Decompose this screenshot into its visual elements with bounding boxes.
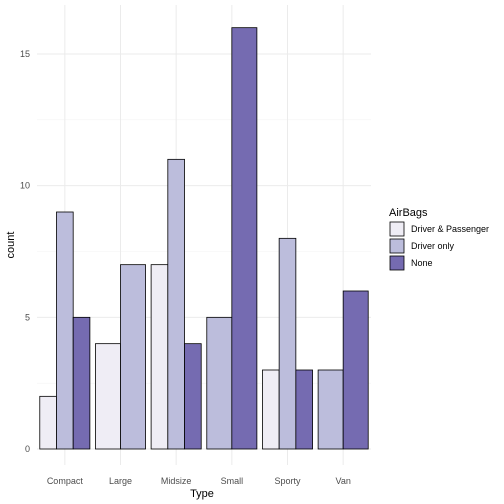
bar	[39, 395, 57, 450]
bar	[231, 27, 258, 450]
y-axis-ticks: 0 5 10 15	[20, 49, 30, 454]
x-axis-title: Type	[190, 488, 214, 500]
y-axis-title: count	[5, 232, 17, 259]
bar	[206, 316, 233, 450]
x-tick-label: Sporty	[274, 476, 301, 486]
legend-label: None	[411, 258, 433, 268]
bars	[39, 27, 369, 450]
bar	[278, 237, 297, 450]
bar	[56, 211, 74, 450]
legend-title: AirBags	[389, 207, 428, 219]
legend-swatch	[389, 221, 405, 237]
bar	[262, 369, 280, 450]
legend-swatch	[389, 255, 405, 271]
y-tick-label: 15	[20, 49, 30, 59]
bar	[342, 290, 369, 450]
x-tick-label: Large	[109, 476, 132, 486]
x-tick-label: Small	[221, 476, 244, 486]
bar	[72, 316, 91, 450]
legend: AirBags Driver & Passenger Driver only Non…	[389, 207, 489, 271]
y-tick-label: 10	[20, 181, 30, 191]
bar	[150, 264, 169, 450]
y-tick-label: 0	[25, 444, 30, 454]
legend-swatch	[389, 238, 405, 254]
y-tick-label: 5	[25, 312, 30, 322]
bar	[184, 343, 202, 450]
bar	[95, 343, 121, 450]
x-axis-ticks: Compact Large Midsize Small Sporty Van	[47, 476, 351, 486]
x-tick-label: Van	[335, 476, 350, 486]
bar	[295, 369, 313, 450]
x-tick-label: Compact	[47, 476, 84, 486]
bar	[120, 264, 146, 450]
bar	[167, 158, 185, 450]
legend-label: Driver only	[411, 241, 455, 251]
bar	[317, 369, 344, 450]
legend-label: Driver & Passenger	[411, 224, 489, 234]
x-tick-label: Midsize	[161, 476, 192, 486]
